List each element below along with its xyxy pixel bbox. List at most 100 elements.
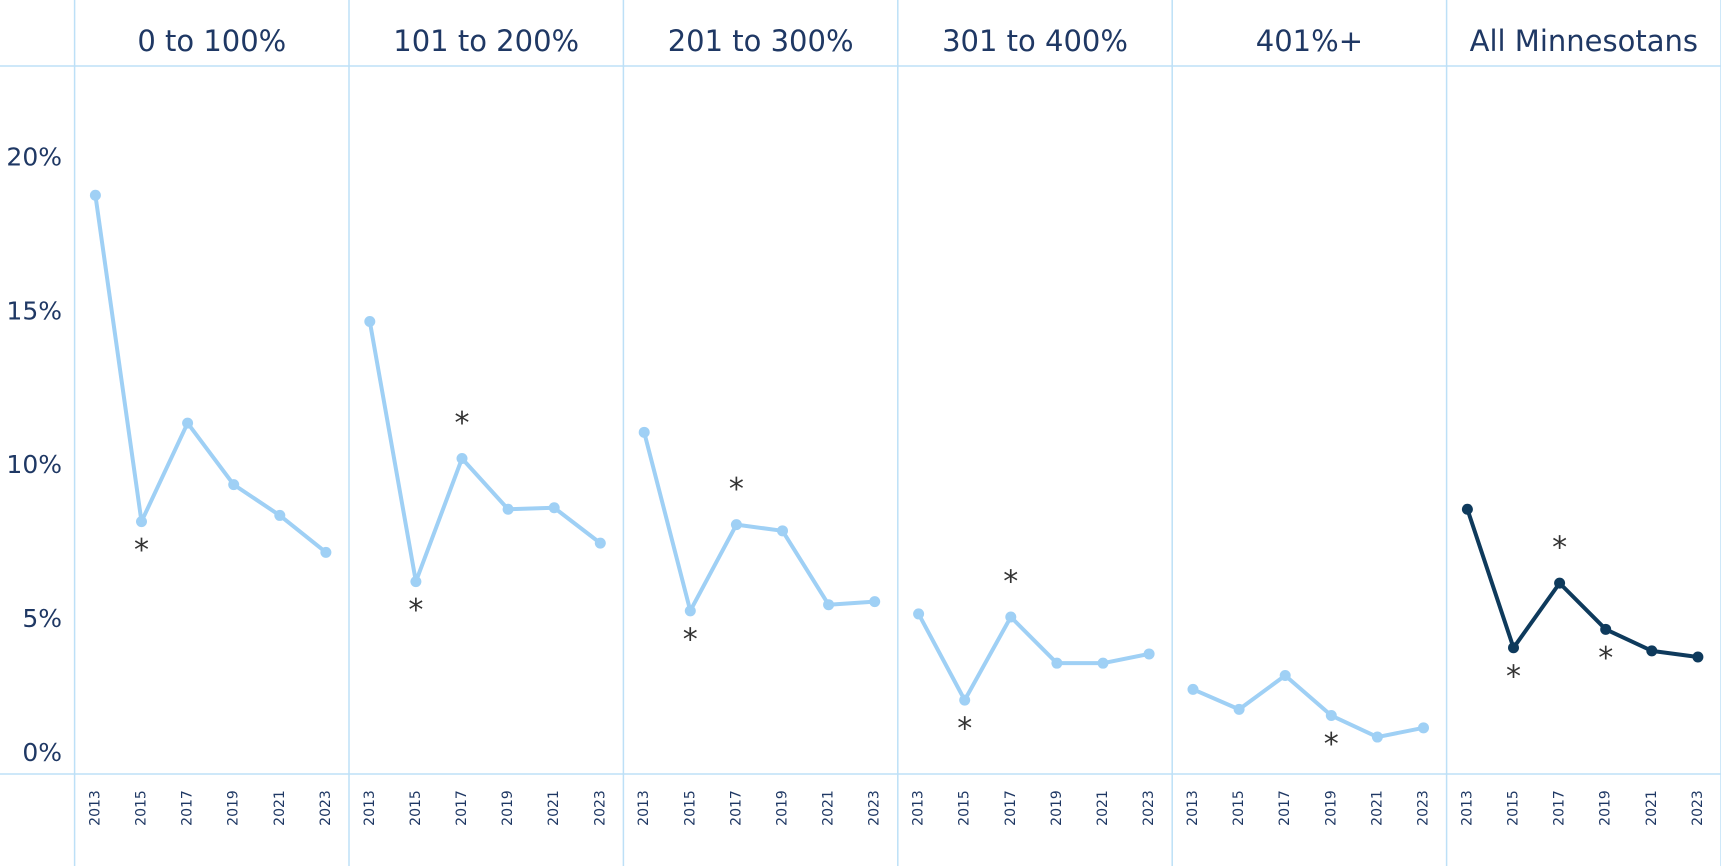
data-point	[959, 694, 971, 706]
significance-marker: *	[729, 472, 744, 507]
data-point	[1418, 722, 1429, 734]
x-tick-label: 2021	[821, 790, 837, 826]
data-point	[1279, 669, 1291, 681]
significance-marker: *	[408, 593, 423, 628]
x-tick-label: 2019	[500, 790, 516, 826]
data-point	[502, 503, 514, 515]
significance-marker: *	[1506, 659, 1521, 694]
data-point	[777, 525, 788, 537]
x-tick-label: 2021	[1644, 790, 1660, 826]
data-point	[136, 516, 147, 528]
significance-marker: *	[957, 712, 972, 747]
significance-marker: *	[455, 406, 470, 441]
x-tick-label: 2017	[1277, 790, 1293, 826]
data-point	[913, 608, 925, 620]
x-tick-label: 2019	[775, 790, 791, 826]
x-tick-label: 2021	[272, 790, 288, 826]
x-tick-label: 2019	[1598, 790, 1614, 826]
data-point	[1187, 683, 1199, 695]
x-tick-label: 2017	[180, 790, 196, 826]
data-point	[410, 576, 422, 588]
data-point	[320, 546, 332, 558]
series-line	[916, 612, 1150, 703]
data-point	[869, 596, 881, 608]
data-point	[1508, 642, 1519, 654]
data-point	[594, 537, 606, 549]
x-tick-label: 2015	[1231, 790, 1247, 826]
y-tick-label: 5%	[22, 604, 62, 633]
x-tick-label: 2013	[636, 790, 652, 826]
x-tick-label: 2017	[1552, 790, 1568, 826]
data-point	[684, 605, 696, 617]
x-tick-label: 2023	[1690, 790, 1706, 826]
x-tick-label: 2019	[226, 790, 242, 826]
x-tick-label: 2013	[911, 790, 927, 826]
series-line	[367, 321, 602, 584]
x-tick-label: 2015	[408, 790, 424, 826]
x-tick-label: 2017	[454, 790, 470, 826]
panel-title: 0 to 100%	[137, 24, 286, 58]
data-point	[364, 315, 376, 327]
x-tick-label: 2019	[1049, 790, 1065, 826]
data-point	[1051, 657, 1063, 669]
x-tick-label: 2021	[1095, 790, 1111, 826]
significance-marker: *	[1598, 641, 1613, 676]
data-point	[1554, 577, 1566, 589]
data-point	[1692, 651, 1704, 663]
y-tick-label: 0%	[22, 738, 62, 767]
data-point	[456, 452, 468, 464]
y-tick-label: 15%	[6, 296, 62, 325]
y-tick-label: 10%	[6, 450, 62, 479]
significance-marker: *	[683, 622, 698, 657]
y-tick-label: 20%	[6, 142, 62, 171]
data-point	[274, 509, 286, 521]
x-tick-label: 2015	[682, 790, 698, 826]
x-tick-label: 2013	[362, 790, 378, 826]
data-point	[1005, 611, 1017, 623]
significance-marker: *	[1552, 531, 1567, 566]
data-point	[1646, 645, 1658, 657]
data-point	[730, 519, 742, 531]
x-tick-label: 2023	[867, 790, 883, 826]
panel-title: 301 to 400%	[942, 24, 1128, 58]
x-tick-label: 2015	[957, 790, 973, 826]
x-tick-label: 2021	[546, 790, 562, 826]
x-tick-label: 2013	[1185, 790, 1201, 826]
data-point	[823, 599, 835, 611]
x-tick-label: 2023	[1416, 790, 1432, 826]
data-point	[89, 189, 101, 201]
x-tick-label: 2023	[318, 790, 334, 826]
x-tick-label: 2021	[1369, 790, 1385, 826]
x-tick-label: 2015	[1506, 790, 1522, 826]
data-point	[1097, 657, 1109, 669]
data-point	[1233, 703, 1245, 715]
panel-title: All Minnesotans	[1470, 24, 1698, 58]
series-line	[1192, 673, 1424, 740]
panel-title: 101 to 200%	[393, 24, 579, 58]
x-tick-label: 2015	[134, 790, 150, 826]
data-point	[228, 479, 240, 491]
x-tick-label: 2023	[592, 790, 608, 826]
significance-marker: *	[1324, 727, 1339, 762]
data-point	[1143, 648, 1155, 660]
data-point	[548, 502, 560, 514]
data-point	[1600, 623, 1612, 635]
significance-marker: *	[134, 533, 149, 568]
x-tick-label: 2017	[728, 790, 744, 826]
x-tick-label: 2013	[87, 790, 103, 826]
series-line	[642, 431, 875, 613]
x-tick-label: 2019	[1323, 790, 1339, 826]
data-point	[182, 417, 194, 429]
series-line	[93, 195, 328, 554]
data-point	[638, 426, 650, 438]
x-tick-label: 2023	[1141, 790, 1157, 826]
panel-title: 401%+	[1256, 24, 1363, 58]
panel-title: 201 to 300%	[668, 24, 854, 58]
series-line	[1465, 508, 1699, 660]
x-tick-label: 2013	[1459, 790, 1475, 826]
significance-marker: *	[1003, 565, 1018, 600]
data-point	[1325, 710, 1337, 722]
x-tick-label: 2017	[1003, 790, 1019, 826]
data-point	[1371, 731, 1383, 743]
